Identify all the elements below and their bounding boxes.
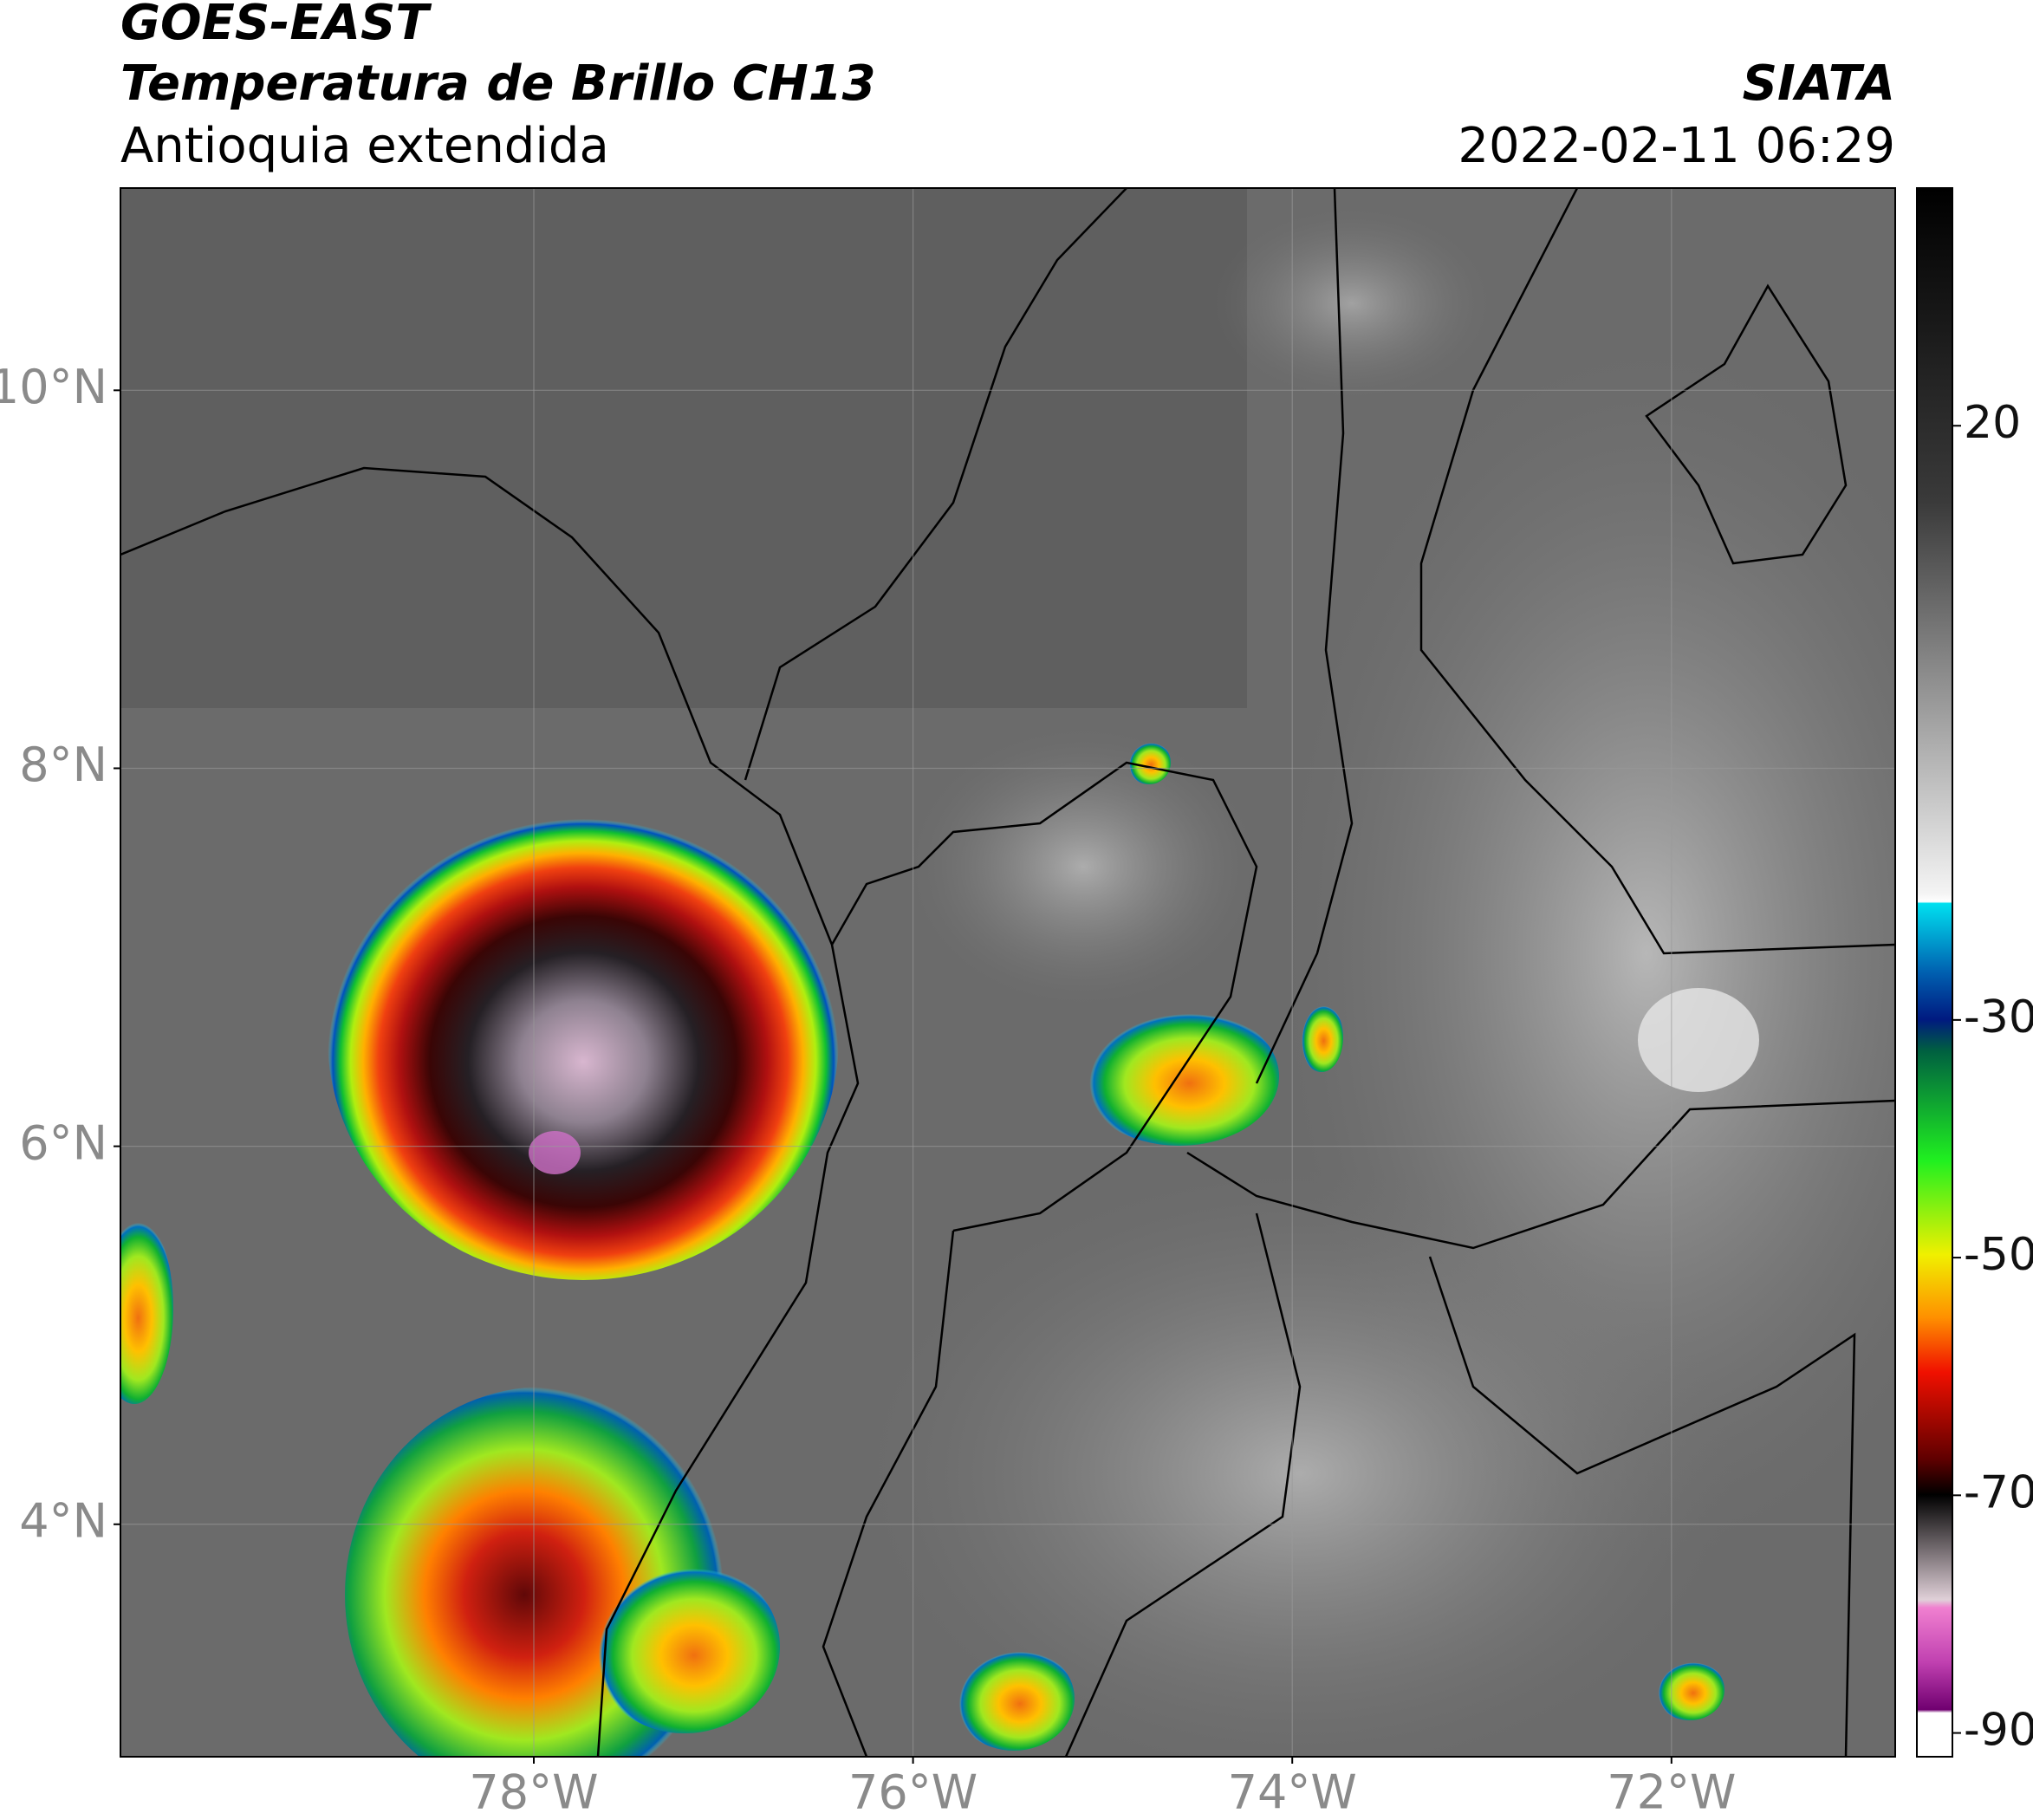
x-tick-label: 76°W xyxy=(848,1765,978,1820)
colorbar-label: -30 xyxy=(1964,991,2033,1043)
region: Antioquia extendida xyxy=(120,118,609,174)
map-frame xyxy=(120,187,1896,1758)
datetime: 2022-02-11 06:29 xyxy=(1458,118,1895,174)
colorbar-label: 20 xyxy=(1964,397,2021,449)
subtitle: Temperatura de Brillo CH13 xyxy=(120,55,876,112)
x-tick-label: 72°W xyxy=(1607,1765,1736,1820)
y-tick-label: 8°N xyxy=(19,738,107,792)
grid xyxy=(120,188,1895,1757)
y-tick-label: 4°N xyxy=(19,1493,107,1548)
title: GOES-EAST xyxy=(120,0,432,51)
map-image xyxy=(120,188,1895,1757)
x-tick-label: 78°W xyxy=(469,1765,598,1820)
colorbar-label: -70 xyxy=(1964,1466,2033,1518)
source: SIATA xyxy=(1743,55,1895,112)
colorbar xyxy=(1916,187,1953,1758)
y-tick-label: 6°N xyxy=(19,1115,107,1170)
x-tick-label: 74°W xyxy=(1228,1765,1357,1820)
y-tick-label: 10°N xyxy=(0,360,107,414)
colorbar-label: -50 xyxy=(1964,1229,2033,1281)
colorbar-label: -90 xyxy=(1964,1705,2033,1757)
